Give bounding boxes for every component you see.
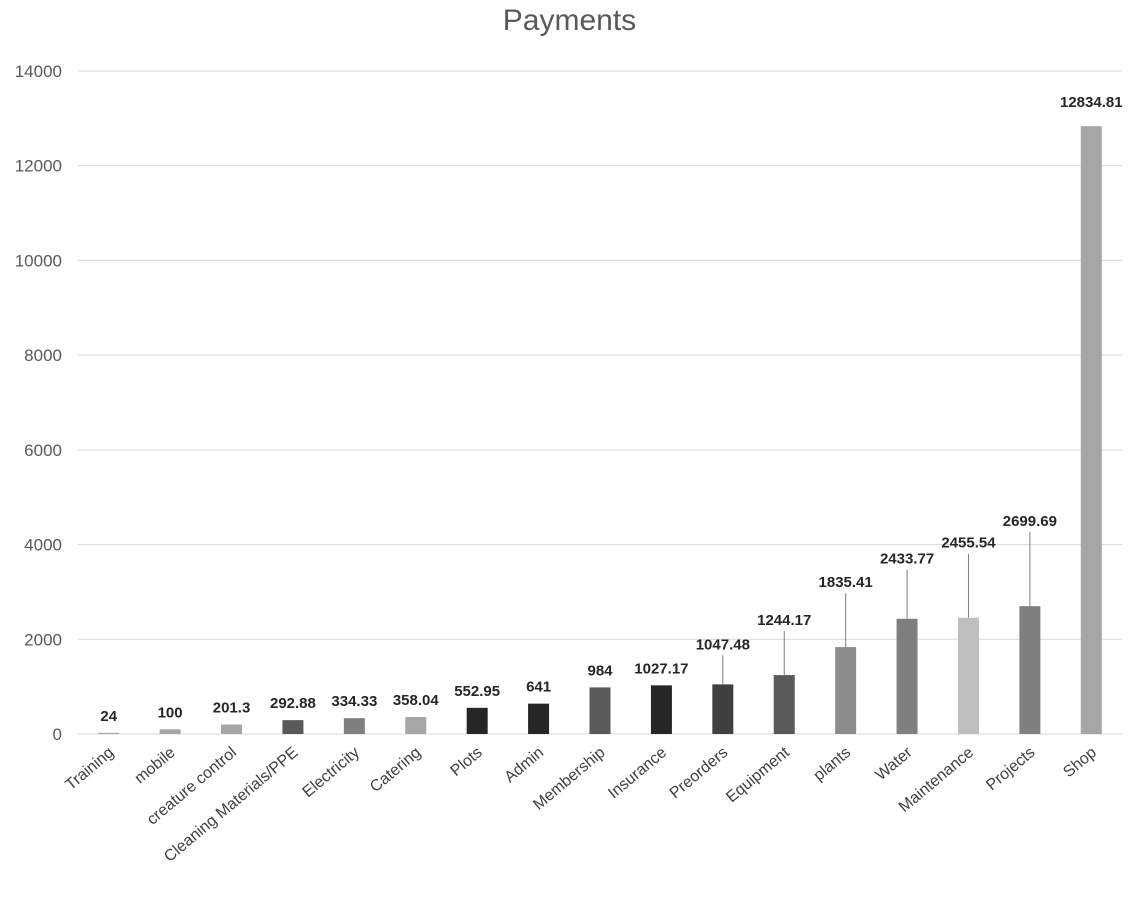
- x-tick-label: mobile: [132, 744, 179, 787]
- bar: [282, 720, 304, 734]
- bar: [589, 687, 611, 734]
- x-tick-label: Electricity: [300, 744, 363, 801]
- y-axis-ticks: 0 2000 4000 6000 8000 10000 12000 14000: [15, 62, 62, 744]
- data-label: 984: [587, 662, 613, 679]
- y-tick-label: 4000: [24, 536, 62, 555]
- x-tick-label: Insurance: [605, 744, 670, 802]
- bar: [957, 617, 979, 734]
- bar: [405, 717, 427, 734]
- y-tick-label: 6000: [24, 441, 62, 460]
- x-tick-label: Admin: [501, 744, 547, 786]
- data-label: 1027.17: [634, 660, 688, 677]
- bar: [712, 684, 734, 734]
- data-label: 641: [526, 679, 551, 696]
- bar: [221, 724, 243, 734]
- bar: [159, 729, 181, 734]
- y-tick-label: 10000: [15, 251, 62, 270]
- bar: [1019, 606, 1041, 734]
- data-label: 358.04: [393, 692, 440, 709]
- label-leaders: [722, 532, 1031, 685]
- data-labels: 24 100 201.3 292.88 334.33 358.04 552.95 641 984…: [100, 94, 1122, 725]
- gridlines: [78, 70, 1122, 735]
- bar: [835, 647, 857, 734]
- data-label: 334.33: [331, 693, 377, 710]
- y-tick-label: 2000: [24, 630, 62, 649]
- x-tick-label: Equipment: [723, 744, 793, 807]
- bar: [773, 675, 795, 734]
- data-label: 1835.41: [819, 574, 873, 591]
- x-tick-label: plants: [811, 744, 855, 784]
- bars: [98, 126, 1102, 735]
- y-tick-label: 0: [53, 725, 62, 744]
- bar: [1080, 126, 1102, 735]
- y-tick-label: 14000: [15, 62, 62, 81]
- y-tick-label: 8000: [24, 346, 62, 365]
- data-label: 201.3: [213, 699, 251, 716]
- x-tick-label: Training: [63, 744, 118, 794]
- x-tick-label: Water: [872, 744, 916, 785]
- bar: [650, 685, 672, 734]
- data-label: 2433.77: [880, 551, 934, 568]
- data-label: 24: [100, 708, 117, 725]
- bar: [466, 707, 488, 734]
- data-label: 1244.17: [757, 612, 811, 629]
- x-tick-label: Catering: [367, 744, 424, 796]
- data-label: 12834.81: [1060, 94, 1123, 111]
- bar: [98, 732, 120, 734]
- data-label: 292.88: [270, 695, 316, 712]
- data-label: 2455.54: [941, 535, 996, 552]
- data-label: 2699.69: [1003, 513, 1057, 530]
- data-label: 100: [158, 704, 183, 721]
- x-tick-label: Preorders: [667, 744, 732, 802]
- data-label: 1047.48: [696, 636, 750, 653]
- chart-title: Payments: [502, 4, 637, 37]
- bar: [896, 618, 918, 734]
- x-tick-label: Plots: [448, 744, 486, 780]
- x-tick-label: Projects: [983, 744, 1038, 794]
- bar: [528, 703, 550, 734]
- x-tick-label: Shop: [1060, 744, 1100, 781]
- y-tick-label: 12000: [15, 157, 62, 176]
- data-label: 552.95: [454, 683, 500, 700]
- bar: [343, 718, 365, 734]
